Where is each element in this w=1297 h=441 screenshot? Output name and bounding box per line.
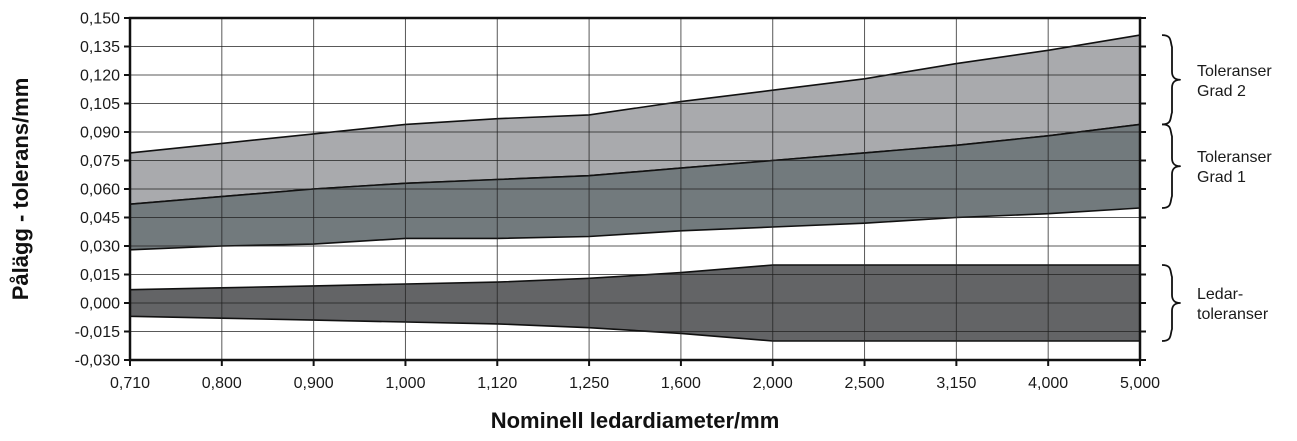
y-tick-label: 0,015	[80, 267, 120, 284]
x-tick-label: 1,120	[477, 375, 517, 392]
brace-label-line: toleranser	[1197, 306, 1269, 323]
y-tick-label: 0,135	[80, 39, 120, 56]
y-tick-label: 0,075	[80, 153, 120, 170]
brace-label-2: Toleranser Grad 1	[1197, 149, 1272, 186]
brace-label-line: Ledar-	[1197, 286, 1243, 303]
y-tick-label: 0,120	[80, 68, 120, 85]
x-tick-label: 0,900	[294, 375, 334, 392]
y-tick-label: 0,030	[80, 239, 120, 256]
grid-layer	[130, 18, 1140, 360]
brace-1	[1161, 34, 1181, 126]
y-axis-title: Pålägg - tolerans/mm	[8, 78, 33, 301]
y-tick-label: -0,030	[75, 353, 120, 370]
y-tick-label: 0,000	[80, 296, 120, 313]
y-tick-label: 0,045	[80, 210, 120, 227]
x-tick-label: 2,500	[845, 375, 885, 392]
y-tick-label: 0,150	[80, 11, 120, 28]
brace-label-1: Toleranser Grad 2	[1197, 63, 1272, 100]
x-tick-label: 2,000	[753, 375, 793, 392]
x-tick-label: 4,000	[1028, 375, 1068, 392]
y-tick-label: -0,015	[75, 324, 120, 341]
x-tick-label: 5,000	[1120, 375, 1160, 392]
braces-layer: Toleranser Grad 2 Toleranser Grad 1 Ledar-to…	[1161, 34, 1272, 342]
brace-label-line: Grad 2	[1197, 83, 1246, 100]
y-tick-label: 0,060	[80, 182, 120, 199]
brace-label-line: Toleranser	[1197, 149, 1272, 166]
brace-3	[1161, 264, 1181, 342]
brace-label-line: Toleranser	[1197, 63, 1272, 80]
x-tick-label: 1,250	[569, 375, 609, 392]
ticks-layer: -0,030 -0,015 0,000 0,015 0,030 0,045 0,060 0,0…	[75, 11, 1160, 393]
brace-label-line: Grad 1	[1197, 169, 1246, 186]
bands-layer	[129, 34, 1141, 342]
x-tick-label: 0,710	[110, 375, 150, 392]
x-tick-label: 1,600	[661, 375, 701, 392]
x-tick-label: 3,150	[936, 375, 976, 392]
brace-2	[1161, 123, 1181, 209]
brace-label-3: Ledar-toleranser	[1197, 286, 1269, 323]
x-axis-title: Nominell ledardiameter/mm	[491, 408, 780, 433]
x-tick-label: 0,800	[202, 375, 242, 392]
y-tick-label: 0,090	[80, 125, 120, 142]
x-tick-label: 1,000	[385, 375, 425, 392]
y-tick-label: 0,105	[80, 96, 120, 113]
